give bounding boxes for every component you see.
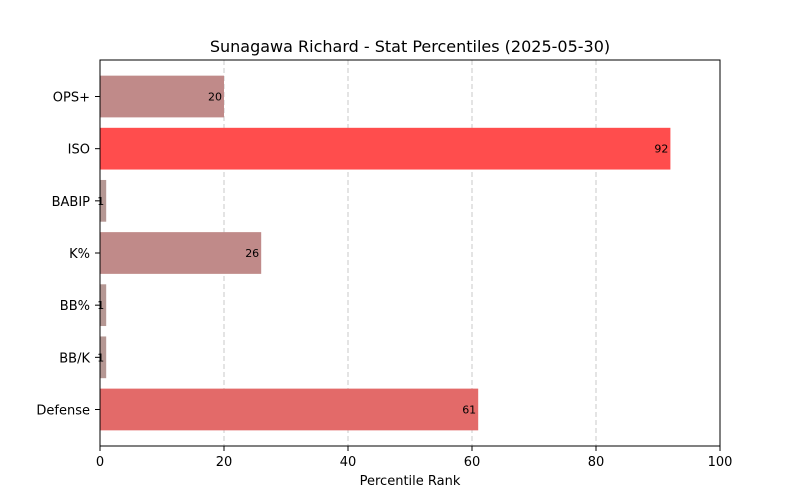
bar-value-label: 20 <box>208 91 222 104</box>
y-tick-label: ISO <box>68 143 90 158</box>
bar <box>100 232 262 274</box>
x-tick-label: 40 <box>340 455 357 470</box>
y-tick-label: OPS+ <box>53 91 90 106</box>
x-tick-label: 80 <box>588 455 605 470</box>
bars <box>100 75 671 431</box>
bar-labels: 20 92 1 26 1 1 61 <box>97 91 668 417</box>
bar <box>100 179 107 222</box>
chart-title: Sunagawa Richard - Stat Percentiles (202… <box>210 37 610 56</box>
bar-value-label: 26 <box>245 247 259 260</box>
bar <box>100 284 107 327</box>
y-tick-label: BB/K <box>59 351 90 366</box>
y-tick-label: BABIP <box>52 195 91 210</box>
x-tick-label: 20 <box>216 455 233 470</box>
bar-value-label: 1 <box>97 195 104 208</box>
x-axis: 0 20 40 60 80 100 <box>96 446 733 470</box>
x-tick-label: 0 <box>96 455 104 470</box>
bar <box>100 336 107 379</box>
bar-value-label: 61 <box>462 403 476 416</box>
bar-value-label: 1 <box>97 299 104 312</box>
y-tick-label: Defense <box>36 403 90 418</box>
y-tick-label: K% <box>69 247 90 262</box>
x-tick-label: 60 <box>464 455 481 470</box>
bar <box>100 75 224 118</box>
y-axis: OPS+ ISO BABIP K% BB% BB/K Defense <box>36 91 100 418</box>
bar-value-label: 1 <box>97 351 104 364</box>
x-axis-title: Percentile Rank <box>360 474 461 489</box>
bar <box>100 127 671 170</box>
bar-value-label: 92 <box>654 143 668 156</box>
bar <box>100 388 479 431</box>
x-tick-label: 100 <box>708 455 733 470</box>
y-tick-label: BB% <box>60 299 90 314</box>
